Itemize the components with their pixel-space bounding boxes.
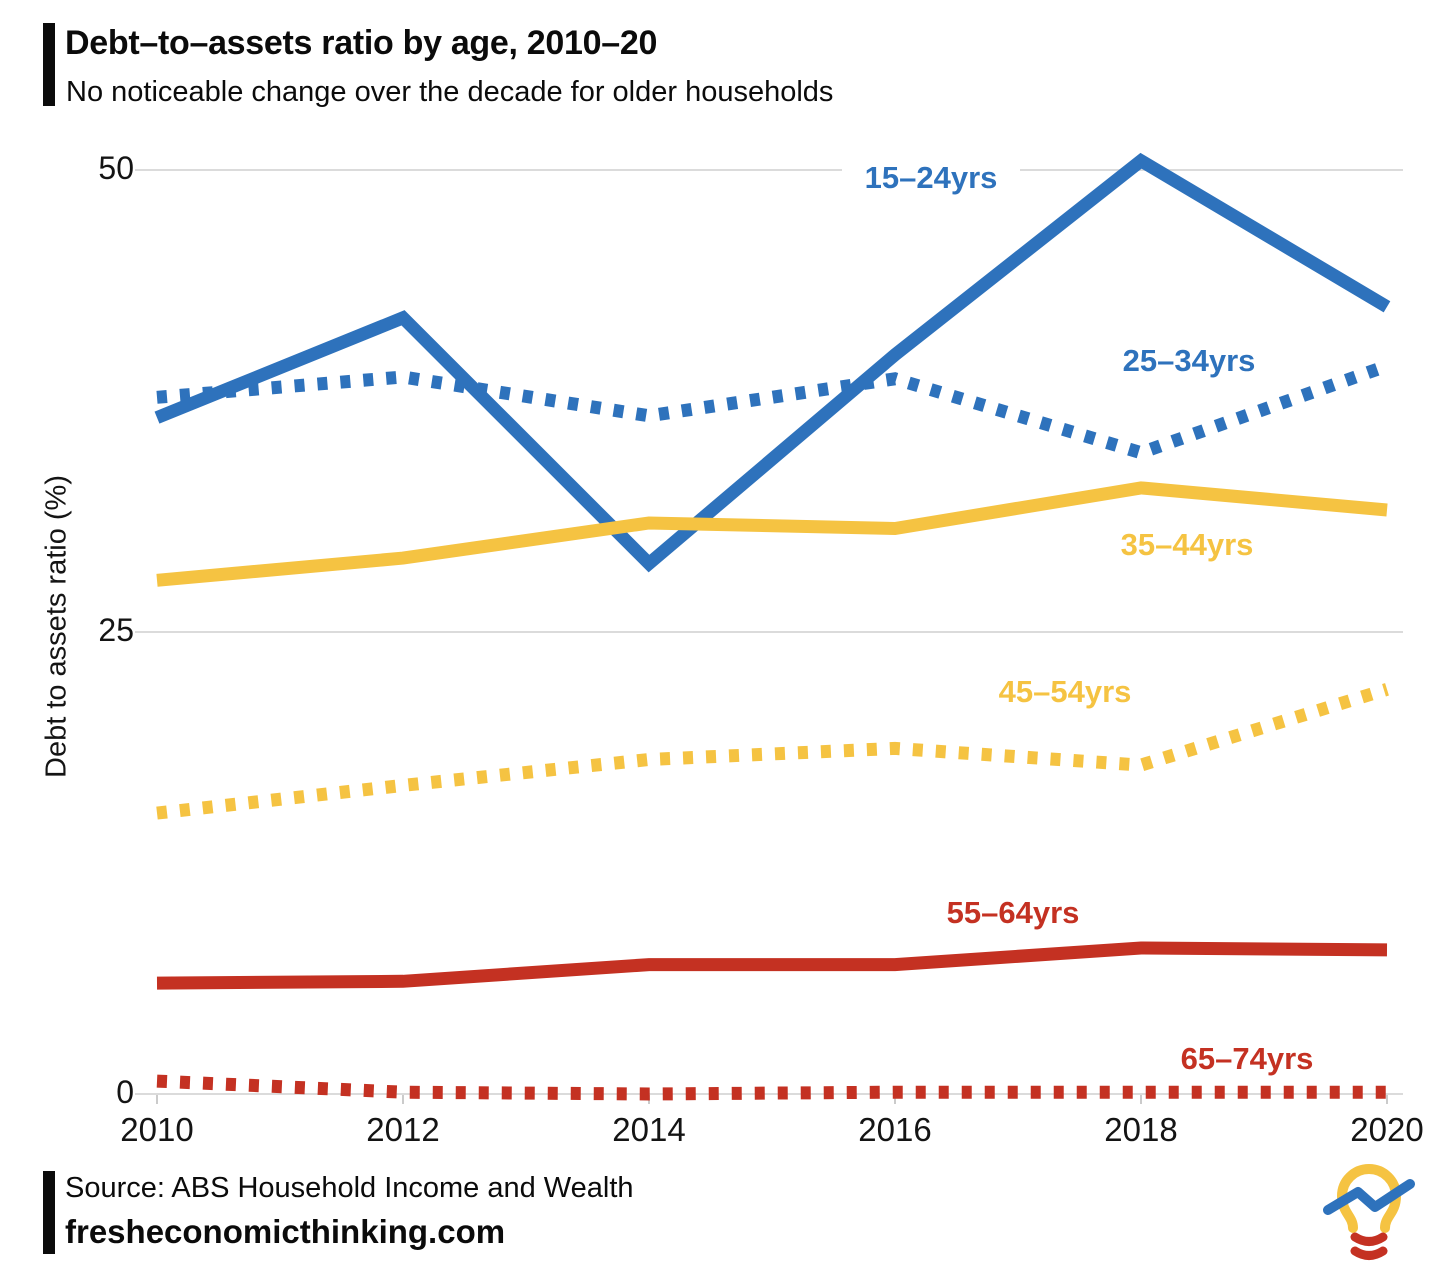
- header-accent-bar: [43, 23, 55, 106]
- series-label-35-44yrs: 35–44yrs: [1120, 527, 1254, 562]
- y-tick-label-0: 0: [116, 1074, 134, 1110]
- chart-title: Debt–to–assets ratio by age, 2010–20: [65, 24, 658, 62]
- x-tick-label-2012: 2012: [366, 1111, 440, 1148]
- series-label-45-54yrs: 45–54yrs: [998, 674, 1132, 709]
- bulb-base-top-icon: [1350, 1232, 1388, 1246]
- x-tick-label-2010: 2010: [120, 1111, 194, 1148]
- zigzag-line-icon: [1323, 1179, 1415, 1215]
- x-tick-label-2014: 2014: [612, 1111, 686, 1148]
- fresh-economic-thinking-logo: [1323, 1164, 1415, 1260]
- series-line-15-24yrs: [154, 152, 1391, 573]
- chart-subtitle: No noticeable change over the decade for…: [66, 76, 834, 108]
- x-tick-label-2016: 2016: [858, 1111, 932, 1148]
- bulb-base-bottom-icon: [1350, 1246, 1388, 1260]
- footer-accent-bar: [43, 1171, 55, 1254]
- website-text: fresheconomicthinking.com: [65, 1213, 506, 1250]
- x-tick-label-2018: 2018: [1104, 1111, 1178, 1148]
- series-label-15-24yrs: 15–24yrs: [842, 158, 1020, 198]
- lightbulb-outline-icon: [1336, 1164, 1402, 1233]
- series-line-65-74yrs: [156, 1074, 1387, 1101]
- y-tick-label-25: 25: [98, 612, 134, 648]
- series-line-55-64yrs: [156, 941, 1388, 990]
- series-line-45-54yrs: [156, 683, 1389, 820]
- series-line-25-34yrs: [156, 359, 1390, 460]
- source-text: Source: ABS Household Income and Wealth: [65, 1172, 634, 1204]
- series-label-25-34yrs: 25–34yrs: [1122, 343, 1256, 378]
- series-line-35-44yrs: [156, 481, 1388, 587]
- x-tick-label-2020: 2020: [1350, 1111, 1424, 1148]
- gridlines: [135, 169, 1403, 1095]
- y-axis-title: Debt to assets ratio (%): [40, 475, 73, 778]
- series-label-65-74yrs: 65–74yrs: [1180, 1041, 1314, 1076]
- x-axis-tick-marks: [156, 1095, 1388, 1104]
- series-label-55-64yrs: 55–64yrs: [946, 895, 1080, 930]
- y-tick-label-50: 50: [98, 150, 134, 186]
